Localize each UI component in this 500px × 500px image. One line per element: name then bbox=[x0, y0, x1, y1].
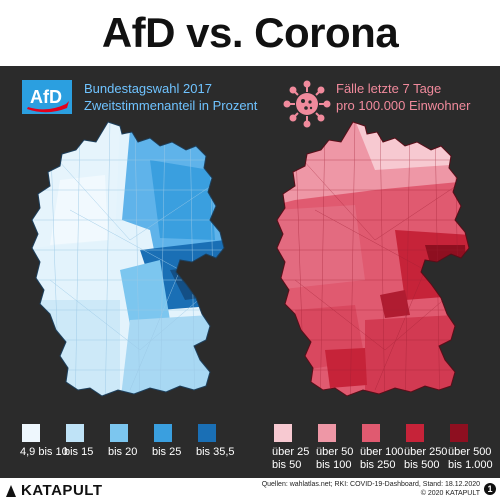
header-bar: AfD vs. Corona bbox=[0, 0, 500, 66]
corona-legend-label: über 500 bis 1.000 bbox=[448, 446, 493, 472]
corona-legend-label-line1: über 25 bbox=[272, 446, 310, 458]
afd-legend-label-line1: bis 20 bbox=[108, 446, 138, 458]
afd-vote-map bbox=[31, 121, 225, 397]
left-heading-line1: Bundestagswahl 2017 bbox=[84, 81, 212, 96]
corona-legend-swatch bbox=[362, 424, 380, 442]
afd-legend-swatch bbox=[22, 424, 40, 442]
afd-logo-text: AfD bbox=[30, 87, 62, 107]
corona-legend-label-line1: über 250 bbox=[404, 446, 448, 458]
copyright-note: © 2020 KATAPULT bbox=[420, 490, 480, 497]
afd-legend-label-line1: bis 35,5 bbox=[196, 446, 235, 458]
afd-legend-swatch bbox=[66, 424, 84, 442]
page-number-badge: 1 bbox=[484, 483, 496, 495]
afd-legend-label: bis 35,5 bbox=[196, 446, 235, 459]
afd-legend-label: bis 20 bbox=[108, 446, 137, 459]
right-panel-heading: Fälle letzte 7 Tage pro 100.000 Einwohne… bbox=[336, 80, 470, 114]
corona-legend-label-line2: bis 500 bbox=[404, 459, 440, 471]
corona-legend-label-line2: bis 50 bbox=[272, 459, 302, 471]
katapult-logo-icon bbox=[6, 484, 16, 497]
afd-legend-swatch bbox=[154, 424, 172, 442]
corona-legend-swatch bbox=[274, 424, 292, 442]
corona-legend-swatch bbox=[318, 424, 336, 442]
afd-legend-swatch bbox=[198, 424, 216, 442]
source-note: Quellen: wahlatlas.net; RKI: COVID-19-Da… bbox=[261, 481, 480, 488]
corona-legend-label-line2: bis 100 bbox=[316, 459, 352, 471]
corona-legend-label-line1: über 500 bbox=[448, 446, 492, 458]
corona-legend-label: über 250 bis 500 bbox=[404, 446, 447, 472]
page-title: AfD vs. Corona bbox=[101, 9, 399, 56]
corona-legend-label-line1: über 100 bbox=[360, 446, 404, 458]
corona-legend-label: über 50 bis 100 bbox=[316, 446, 353, 472]
afd-legend-label: bis 25 bbox=[152, 446, 181, 459]
afd-legend-label: bis 15 bbox=[64, 446, 93, 459]
corona-legend-label: über 100 bis 250 bbox=[360, 446, 403, 472]
footer-bar bbox=[0, 478, 500, 500]
katapult-brand: KATAPULT bbox=[6, 482, 102, 499]
brand-name: KATAPULT bbox=[21, 482, 103, 499]
afd-legend-swatch bbox=[110, 424, 128, 442]
corona-incidence-map bbox=[276, 121, 470, 397]
left-heading-line2: Zweitstimmenanteil in Prozent bbox=[84, 98, 258, 113]
coronavirus-icon bbox=[283, 80, 331, 128]
afd-legend-label: 4,9 bis 10 bbox=[20, 446, 68, 459]
afd-logo-icon: AfD bbox=[22, 80, 72, 114]
corona-legend-label-line1: über 50 bbox=[316, 446, 354, 458]
afd-legend-label-line1: bis 15 bbox=[64, 446, 94, 458]
corona-legend-swatch bbox=[450, 424, 468, 442]
left-panel-heading: Bundestagswahl 2017 Zweitstimmenanteil i… bbox=[84, 80, 257, 114]
right-heading-line2: pro 100.000 Einwohner bbox=[336, 98, 471, 113]
corona-legend-label: über 25 bis 50 bbox=[272, 446, 309, 472]
afd-legend-label-line1: 4,9 bis 10 bbox=[20, 446, 68, 458]
afd-legend-label-line1: bis 25 bbox=[152, 446, 182, 458]
right-heading-line1: Fälle letzte 7 Tage bbox=[336, 81, 442, 96]
corona-legend-swatch bbox=[406, 424, 424, 442]
corona-legend-label-line2: bis 1.000 bbox=[448, 459, 493, 471]
corona-legend-label-line2: bis 250 bbox=[360, 459, 396, 471]
